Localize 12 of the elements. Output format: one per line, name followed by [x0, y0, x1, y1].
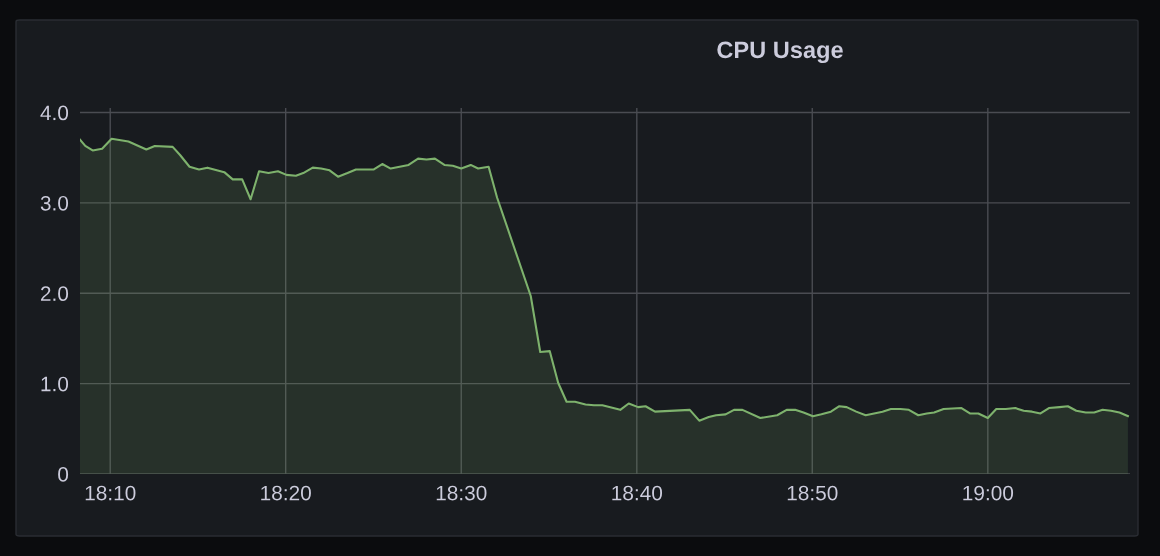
- x-tick-label: 18:20: [261, 485, 311, 501]
- y-tick-label: 2.0: [40, 286, 69, 302]
- x-tick-label: 18:50: [787, 485, 838, 501]
- y-tick-label: 1.0: [41, 376, 69, 392]
- y-tick-label: 0: [58, 467, 69, 482]
- x-tick-label: 18:10: [85, 485, 136, 501]
- y-tick-label: 3.0: [40, 195, 69, 211]
- x-tick-label: 18:30: [436, 485, 487, 501]
- x-tick-label: 18:40: [612, 485, 663, 501]
- x-tick-label: 19:00: [963, 485, 1014, 501]
- chart-title: CPU Usage: [717, 41, 843, 63]
- y-tick-label: 4.0: [40, 105, 69, 121]
